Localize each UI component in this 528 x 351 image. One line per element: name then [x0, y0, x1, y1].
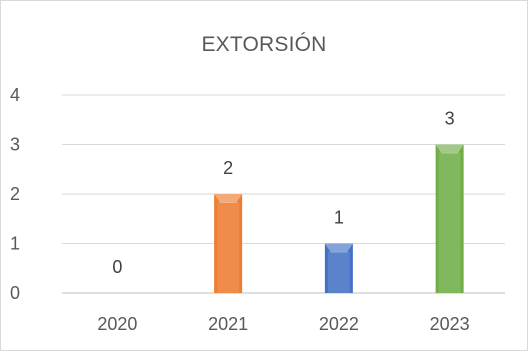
gridlines — [62, 94, 505, 294]
y-tick-label: 3 — [10, 135, 20, 155]
bar-2021 — [214, 194, 243, 293]
data-label-2023: 3 — [445, 109, 455, 129]
y-tick-label: 1 — [10, 234, 20, 254]
bar-highlight — [217, 202, 240, 293]
data-label-2022: 1 — [334, 208, 344, 228]
data-label-2020: 0 — [112, 257, 122, 277]
bars — [214, 144, 464, 293]
x-tick-label: 2020 — [97, 314, 137, 334]
bar-body — [435, 144, 464, 293]
y-tick-label: 4 — [10, 85, 20, 105]
bar-2023 — [435, 144, 464, 293]
y-tick-label: 2 — [10, 184, 20, 204]
bar-bevel — [435, 144, 464, 154]
chart-title: EXTORSIÓN — [201, 33, 327, 56]
bar-highlight — [438, 152, 461, 293]
x-axis-ticks: 2020 2021 2022 2023 — [97, 314, 469, 334]
x-tick-label: 2022 — [319, 314, 359, 334]
bar-bevel — [214, 194, 243, 203]
bar-2022 — [324, 243, 353, 293]
data-label-2021: 2 — [223, 158, 233, 178]
bar-highlight — [327, 251, 350, 293]
x-tick-label: 2023 — [430, 314, 470, 334]
y-axis-ticks: 0 1 2 3 4 — [10, 85, 20, 303]
bar-body — [324, 243, 353, 293]
y-tick-label: 0 — [10, 283, 20, 303]
data-labels: 0 2 1 3 — [112, 109, 454, 278]
x-tick-label: 2021 — [208, 314, 248, 334]
bar-bevel — [324, 243, 353, 253]
bar-body — [214, 194, 243, 293]
